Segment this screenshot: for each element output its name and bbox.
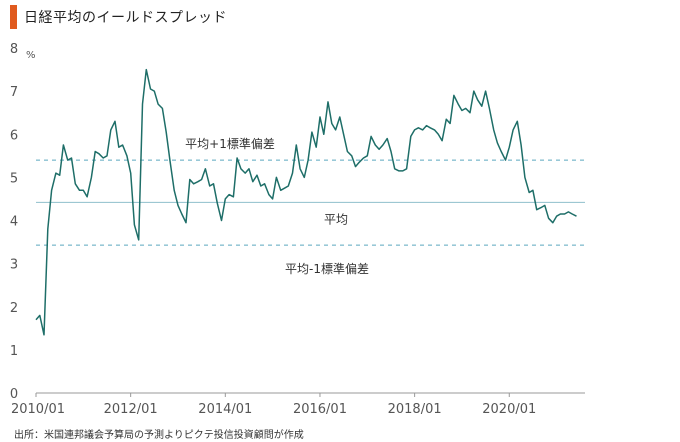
x-tick-label: 2018/01 xyxy=(388,402,442,417)
y-tick-label: 8 xyxy=(10,42,18,57)
y-tick-label: 0 xyxy=(10,387,18,402)
y-tick-label: 5 xyxy=(10,171,18,186)
y-tick-label: 7 xyxy=(10,85,18,100)
x-tick-label: 2010/01 xyxy=(11,402,65,417)
x-axis-labels: 2010/01 2012/01 2014/01 2016/01 2018/01 2020/… xyxy=(11,393,536,417)
chart-title: 日経平均のイールドスプレッド xyxy=(24,10,227,26)
title-accent-bar xyxy=(10,5,17,29)
x-tick-label: 2014/01 xyxy=(198,402,252,417)
chart-title-block: 日経平均のイールドスプレッド xyxy=(10,4,227,30)
x-tick-label: 2020/01 xyxy=(482,402,536,417)
y-axis-labels: 0 1 2 3 4 5 6 7 8 xyxy=(10,42,18,402)
reference-line-label: 平均+1標準偏差 xyxy=(185,136,275,151)
x-tick-label: 2016/01 xyxy=(293,402,347,417)
y-tick-label: 1 xyxy=(10,344,18,359)
y-tick-label: 3 xyxy=(10,258,18,273)
y-tick-label: 4 xyxy=(10,215,18,230)
y-tick-label: 2 xyxy=(10,301,18,316)
y-axis-unit: % xyxy=(26,50,36,61)
source-note: 出所：米国連邦議会予算局の予測よりピクテ投信投資顧問が作成 xyxy=(14,430,304,441)
yield-spread-line xyxy=(35,68,577,336)
y-tick-label: 6 xyxy=(10,128,18,143)
reference-line-label: 平均 xyxy=(324,212,348,226)
x-tick-label: 2012/01 xyxy=(104,402,158,417)
reference-line-label: 平均-1標準偏差 xyxy=(285,261,369,276)
